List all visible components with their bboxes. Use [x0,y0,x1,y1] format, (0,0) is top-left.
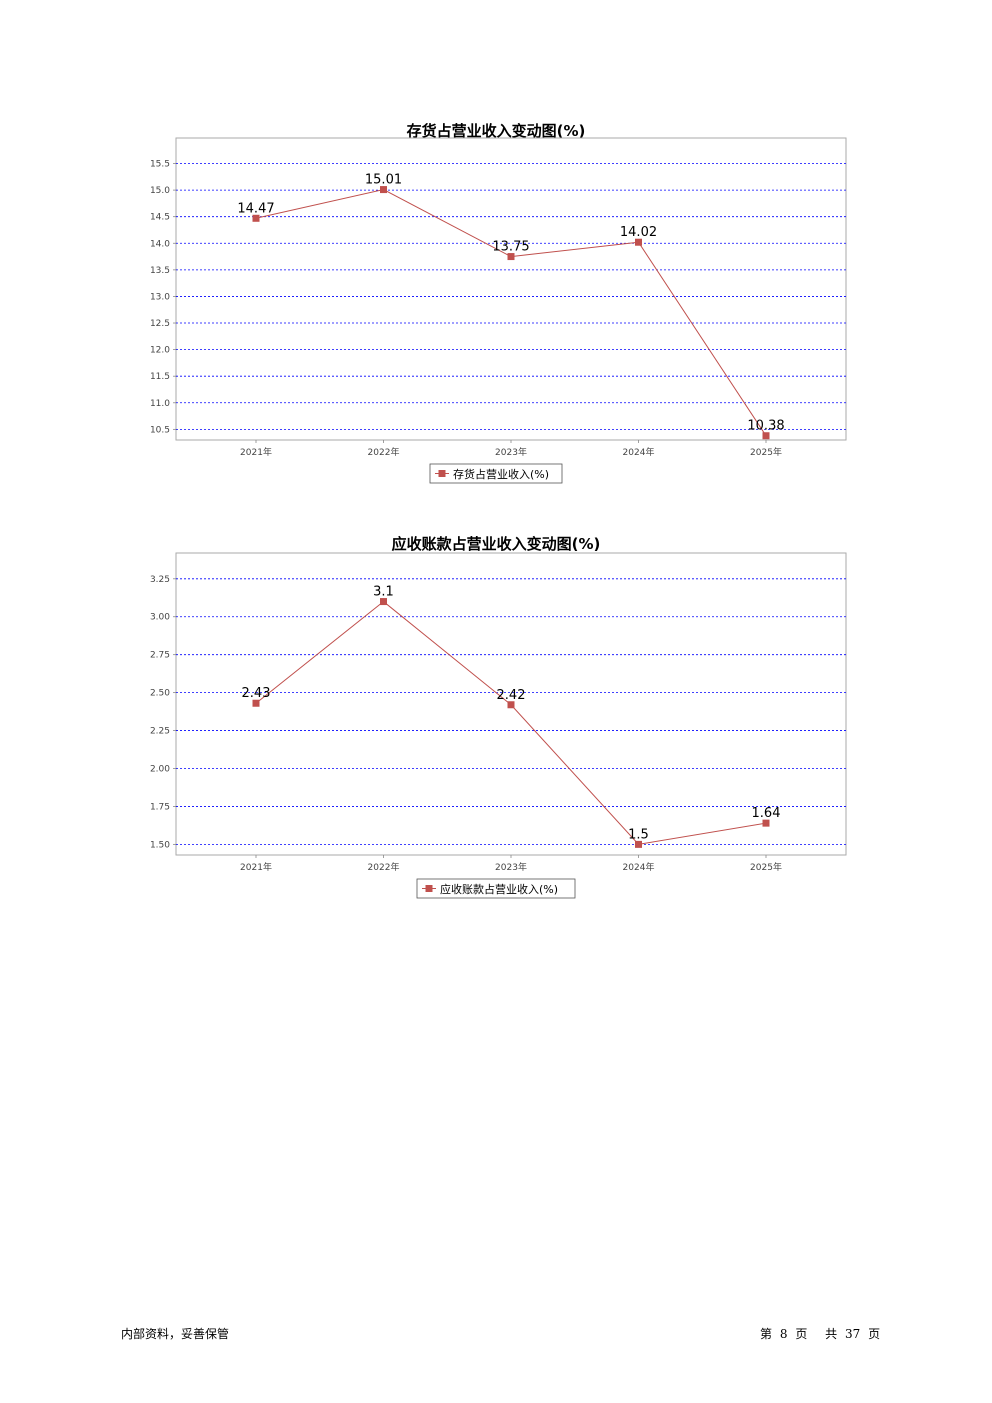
chart-1-title: 存货占营业收入变动图(%) [406,122,586,140]
data-label: 1.64 [752,806,781,821]
x-tick-label: 2021年 [240,446,272,458]
footer-confidential-note: 内部资料，妥善保管 [121,1327,230,1341]
data-label: 2.43 [242,686,271,701]
legend-box [416,878,576,899]
y-tick-label: 14.5 [150,213,170,223]
y-tick-label: 2.75 [150,651,170,661]
y-tick-label: 14.0 [150,239,170,249]
data-point [380,598,387,606]
y-tick-label: 12.5 [150,319,170,329]
legend-label: 存货占营业收入(%) [453,467,549,481]
data-label: 1.5 [628,827,649,842]
data-point [380,186,387,194]
data-point [762,432,770,440]
total-pages: 37 [845,1327,861,1341]
data-label: 15.01 [365,173,402,188]
legend-marker [438,470,446,477]
data-point [635,238,642,246]
x-tick-label: 2025年 [750,861,782,873]
x-tick-label: 2022年 [368,446,400,458]
y-tick-label: 1.50 [150,840,170,850]
data-label: 14.02 [620,225,657,240]
data-point [635,840,642,848]
legend-box [429,463,563,484]
y-tick-label: 15.5 [150,160,170,170]
total-prefix: 共 [825,1327,838,1341]
y-tick-label: 3.00 [150,613,170,623]
data-point [252,214,260,222]
y-tick-label: 2.00 [150,764,170,774]
data-label: 3.1 [373,585,394,600]
legend-marker [425,885,433,892]
y-tick-label: 12.0 [150,346,170,356]
y-tick-label: 11.5 [150,372,170,382]
x-tick-label: 2024年 [623,861,655,873]
x-tick-label: 2021年 [240,861,272,873]
footer-page-number: 第 8 页 共 37 页 [760,1325,884,1342]
data-label: 10.38 [747,419,784,434]
page-prefix: 第 [760,1327,773,1341]
data-point [507,701,515,709]
data-point [762,819,770,827]
data-point [252,699,260,707]
x-tick-label: 2023年 [495,446,527,458]
total-suffix: 页 [868,1327,881,1341]
chart-2-receivables: 1.50 1.75 2.00 2.25 2.50 2.75 3.00 3.25 2021年 202… [150,552,847,899]
data-label: 2.42 [497,688,526,703]
y-tick-label: 1.75 [150,802,170,812]
page-current: 8 [779,1327,788,1341]
x-tick-label: 2023年 [495,861,527,873]
x-tick-label: 2025年 [750,446,782,458]
y-tick-label: 13.0 [150,292,170,302]
y-tick-label: 10.5 [150,425,170,435]
y-tick-label: 13.5 [150,266,170,276]
y-tick-label: 2.25 [150,727,170,737]
data-point [507,253,515,261]
legend-label: 应收账款占营业收入(%) [440,882,558,896]
plot-area [175,137,847,441]
page-suffix: 页 [795,1327,808,1341]
y-tick-label: 3.25 [150,575,170,585]
y-tick-label: 15.0 [150,186,170,196]
data-label: 14.47 [237,201,274,216]
y-tick-label: 11.0 [150,399,170,409]
chart-1-inventory: 10.5 11.0 11.5 12.0 12.5 13.0 13.5 14.0 14.5 15.0… [150,137,847,484]
chart-2-title: 应收账款占营业收入变动图(%) [391,535,601,553]
y-tick-label: 2.50 [150,689,170,699]
x-tick-label: 2022年 [368,861,400,873]
x-tick-label: 2024年 [623,446,655,458]
data-label: 13.75 [492,240,529,255]
